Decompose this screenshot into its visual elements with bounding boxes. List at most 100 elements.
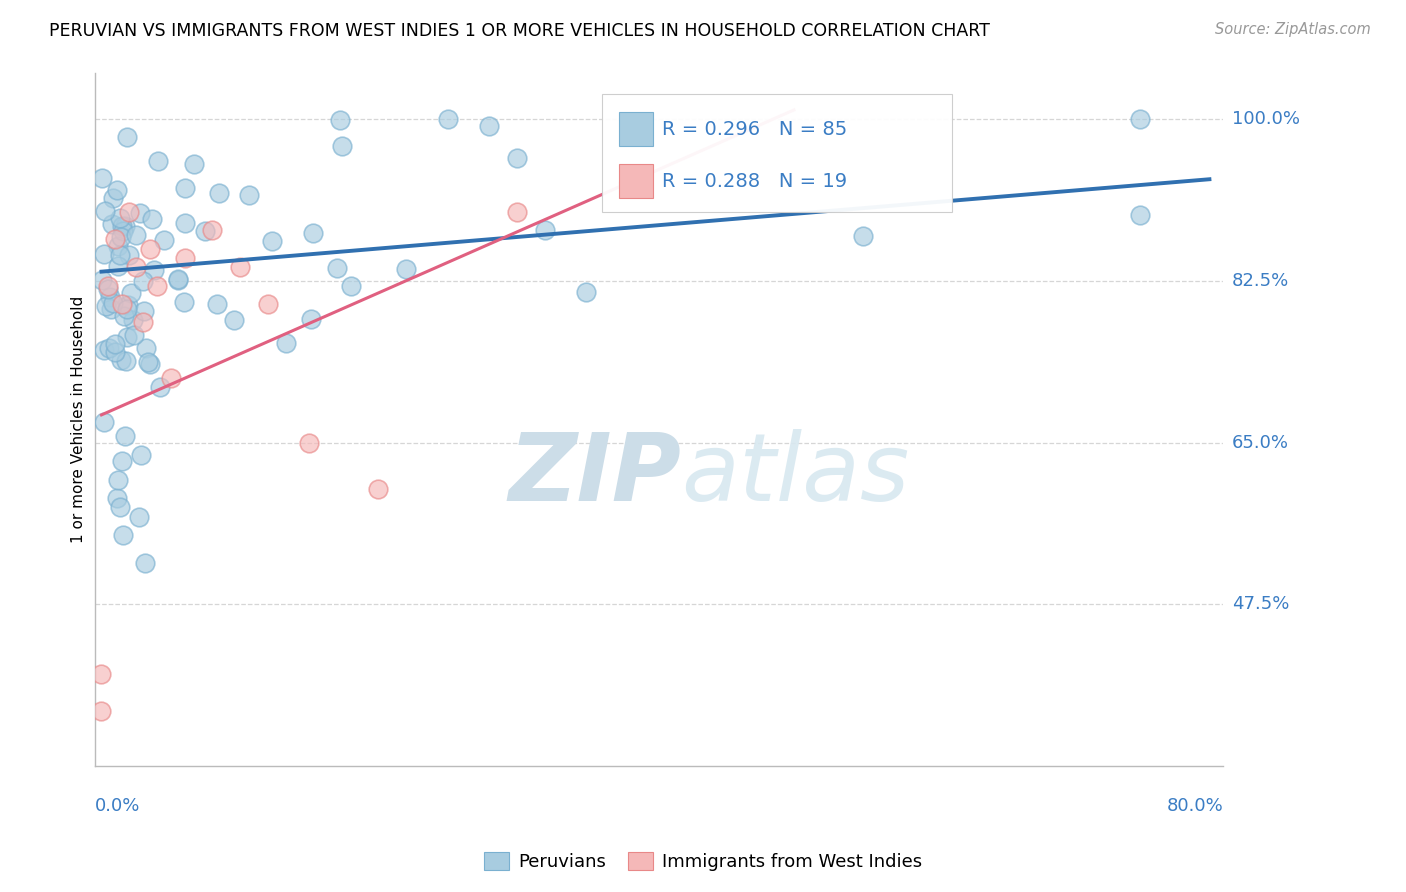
Point — [173, 251, 195, 265]
Point — [298, 435, 321, 450]
Point — [122, 313, 145, 327]
Point — [115, 301, 138, 316]
Point — [110, 352, 132, 367]
Point — [110, 211, 132, 225]
Point — [101, 217, 124, 231]
Point — [229, 260, 252, 274]
Point — [616, 177, 638, 191]
Point — [98, 290, 121, 304]
Point — [107, 259, 129, 273]
Point — [395, 261, 418, 276]
Point — [115, 330, 138, 344]
Point — [135, 341, 157, 355]
Point — [276, 336, 298, 351]
Point — [194, 225, 217, 239]
Point — [330, 138, 353, 153]
Point — [90, 704, 112, 718]
Point — [90, 666, 112, 681]
Point — [141, 212, 163, 227]
Point — [93, 343, 115, 357]
Point — [112, 224, 135, 238]
Text: atlas: atlas — [682, 429, 910, 520]
Point — [329, 112, 352, 127]
Bar — [620, 112, 654, 145]
Point — [125, 260, 148, 274]
Point — [1129, 208, 1152, 222]
Text: R = 0.296   N = 85: R = 0.296 N = 85 — [662, 120, 848, 139]
Point — [93, 247, 115, 261]
Point — [159, 371, 181, 385]
Point — [134, 556, 156, 570]
Point — [167, 273, 190, 287]
Point — [118, 204, 141, 219]
Point — [110, 229, 132, 244]
Point — [111, 528, 134, 542]
Point — [118, 248, 141, 262]
Point — [183, 157, 205, 171]
Point — [256, 297, 278, 311]
Point — [222, 313, 245, 327]
Point — [132, 274, 155, 288]
Point — [111, 219, 134, 234]
Point — [128, 206, 150, 220]
Point — [111, 454, 134, 468]
Y-axis label: 1 or more Vehicles in Household: 1 or more Vehicles in Household — [72, 296, 86, 543]
Point — [201, 223, 224, 237]
Point — [108, 500, 131, 515]
Point — [533, 223, 555, 237]
Point — [153, 233, 176, 247]
Point — [436, 112, 458, 127]
Point — [146, 153, 169, 168]
Point — [114, 219, 136, 234]
Point — [93, 415, 115, 429]
Point — [367, 482, 389, 496]
Point — [114, 354, 136, 368]
Point — [339, 278, 361, 293]
Point — [238, 188, 260, 202]
Text: 47.5%: 47.5% — [1232, 595, 1289, 614]
Point — [1129, 112, 1152, 127]
Point — [91, 273, 114, 287]
Point — [139, 242, 162, 256]
Point — [115, 129, 138, 144]
Point — [302, 227, 325, 241]
Text: ZIP: ZIP — [509, 429, 682, 521]
Point — [142, 263, 165, 277]
Point — [104, 232, 127, 246]
Point — [208, 186, 231, 200]
Point — [136, 355, 159, 369]
Point — [120, 286, 142, 301]
Point — [134, 303, 156, 318]
Point — [128, 509, 150, 524]
Point — [94, 204, 117, 219]
Point — [97, 278, 120, 293]
Point — [104, 337, 127, 351]
Point — [173, 216, 195, 230]
Point — [90, 170, 112, 185]
Point — [506, 152, 529, 166]
Text: Source: ZipAtlas.com: Source: ZipAtlas.com — [1215, 22, 1371, 37]
Text: R = 0.288   N = 19: R = 0.288 N = 19 — [662, 172, 848, 191]
FancyBboxPatch shape — [603, 94, 952, 211]
Point — [105, 491, 128, 505]
Point — [96, 300, 118, 314]
Text: 82.5%: 82.5% — [1232, 272, 1289, 290]
Point — [108, 248, 131, 262]
Point — [852, 228, 875, 243]
Legend: Peruvians, Immigrants from West Indies: Peruvians, Immigrants from West Indies — [477, 846, 929, 879]
Point — [103, 345, 125, 359]
Text: PERUVIAN VS IMMIGRANTS FROM WEST INDIES 1 OR MORE VEHICLES IN HOUSEHOLD CORRELAT: PERUVIAN VS IMMIGRANTS FROM WEST INDIES … — [49, 22, 990, 40]
Point — [111, 297, 134, 311]
Point — [103, 191, 125, 205]
Point — [101, 296, 124, 310]
Text: 0.0%: 0.0% — [94, 797, 141, 814]
Point — [260, 234, 283, 248]
Point — [112, 310, 135, 324]
Point — [167, 272, 190, 286]
Point — [107, 473, 129, 487]
Point — [299, 312, 322, 326]
Point — [122, 328, 145, 343]
Point — [125, 227, 148, 242]
Point — [173, 180, 195, 194]
Point — [107, 239, 129, 253]
